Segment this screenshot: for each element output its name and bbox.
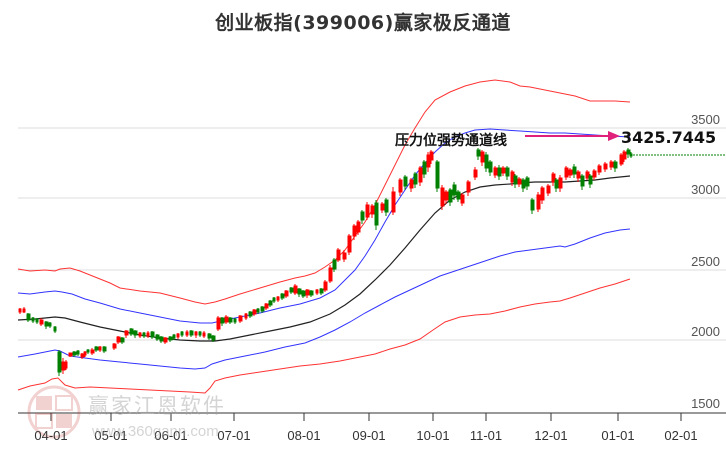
annotation-value: 3425.7445	[621, 128, 717, 147]
annotation-label: 压力位强势通道线	[395, 133, 507, 149]
x-axis	[18, 412, 726, 421]
upper-outer-band	[17, 79, 631, 305]
y-tick-3500: 3500	[691, 112, 720, 127]
annotation-arrow	[525, 131, 620, 141]
x-tick-12-01: 12-01	[534, 428, 568, 443]
lower-outer-band	[17, 278, 631, 394]
x-tick-10-01: 10-01	[416, 428, 450, 443]
x-tick-02-01: 02-01	[664, 428, 698, 443]
watermark-url: www.360gann.com	[92, 423, 219, 440]
middle-line	[17, 175, 631, 342]
lower-inner-band	[17, 228, 631, 370]
chart-title: 创业板指(399006)赢家极反通道	[215, 12, 511, 34]
y-tick-2500: 2500	[691, 254, 720, 269]
x-tick-09-01: 09-01	[352, 428, 386, 443]
x-tick-06-01: 06-01	[154, 428, 188, 443]
x-tick-04-01: 04-01	[34, 428, 68, 443]
candlesticks	[18, 148, 633, 376]
x-tick-08-01: 08-01	[287, 428, 321, 443]
y-tick-1500: 1500	[691, 396, 720, 411]
gridlines	[18, 127, 726, 341]
watermark-seal-icon	[27, 385, 81, 439]
upper-inner-band	[17, 128, 631, 324]
y-tick-3000: 3000	[691, 182, 720, 197]
y-tick-2000: 2000	[691, 324, 720, 339]
x-tick-05-01: 05-01	[94, 428, 128, 443]
x-tick-11-01: 11-01	[469, 428, 503, 443]
x-tick-07-01: 07-01	[217, 428, 251, 443]
x-tick-01-01: 01-01	[601, 428, 635, 443]
watermark-brand: 赢家江恩软件	[88, 394, 226, 418]
